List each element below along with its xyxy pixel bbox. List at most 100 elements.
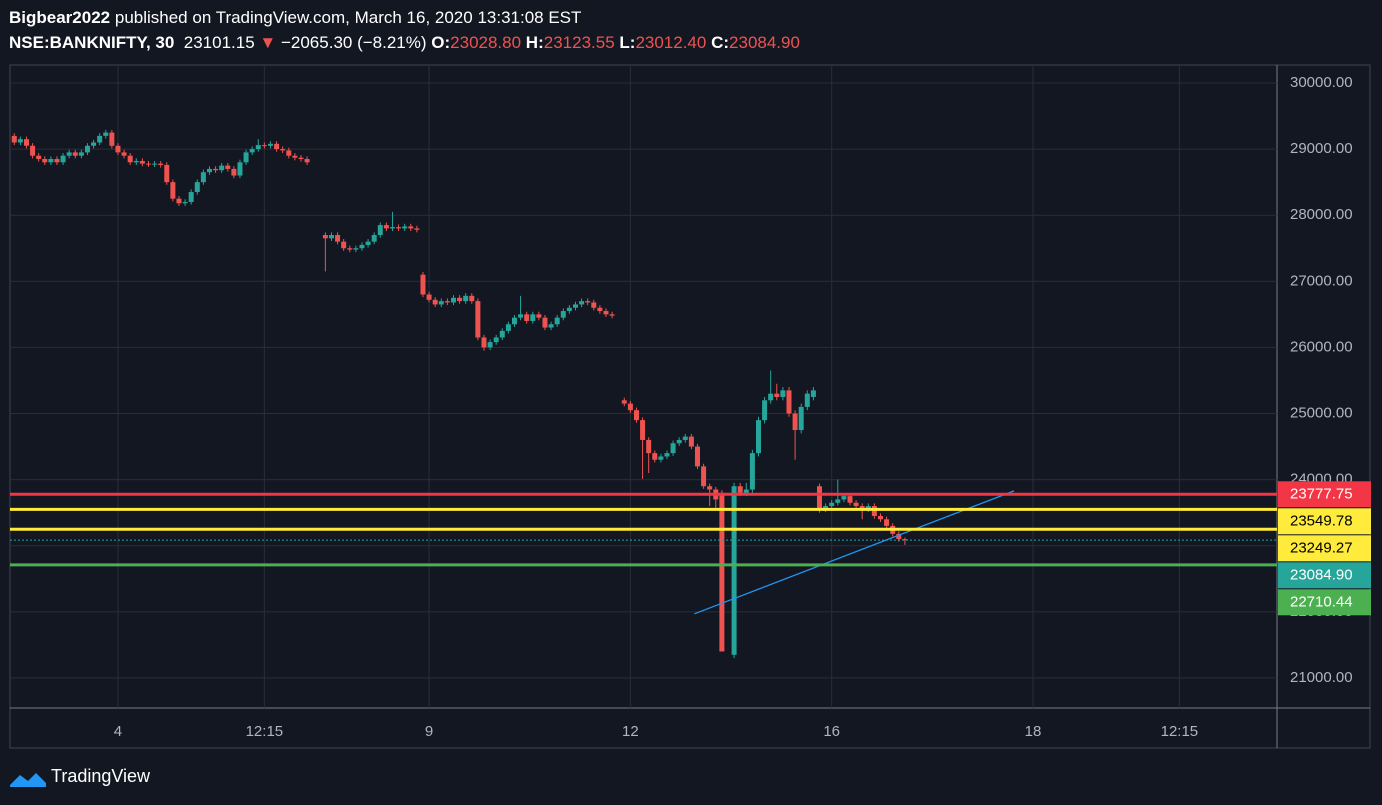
candle-body [481, 337, 487, 348]
candle-body [170, 182, 176, 199]
change: −2065.30 (−8.21%) [280, 33, 427, 52]
published: published on TradingView.com, March 16, … [114, 8, 582, 27]
candle-body [591, 302, 597, 308]
candle-body [652, 453, 658, 460]
candle-body [322, 235, 328, 239]
candle-body [707, 486, 713, 490]
candle-body [463, 295, 469, 302]
candle-body [554, 317, 560, 325]
candle-body [97, 135, 103, 143]
h-label: H: [525, 33, 544, 52]
price-badge-label: 23549.78 [1290, 512, 1353, 529]
candle-body [23, 139, 29, 146]
y-tick-label: 28000.00 [1290, 206, 1353, 223]
candle-body [804, 393, 810, 407]
price-badge-label: 23777.75 [1290, 485, 1353, 502]
candle-body [225, 165, 231, 169]
candle-body [682, 436, 688, 440]
price-badge [1278, 535, 1371, 562]
candle-body [579, 301, 585, 305]
candle-body [865, 506, 871, 510]
price-badge-label: 23084.90 [1290, 566, 1353, 583]
candle-body [139, 160, 145, 164]
candle-body [231, 168, 237, 176]
candle-body [377, 225, 383, 236]
candle-body [292, 155, 298, 158]
candle-body [145, 163, 151, 165]
candle-body [646, 439, 652, 454]
symbol: NSE:BANKNIFTY, 30 [9, 33, 175, 52]
candle-body [371, 235, 377, 242]
candle-body [420, 274, 426, 295]
candle-body [353, 248, 359, 250]
price-badge [1278, 589, 1371, 616]
candle-body [206, 168, 212, 173]
candle-body [121, 152, 127, 156]
candle-body [487, 342, 493, 348]
price-badge [1278, 508, 1371, 535]
candle-body [127, 155, 133, 163]
candle-body [103, 132, 109, 136]
candle-body [389, 227, 395, 229]
x-tick-label: 16 [823, 723, 840, 740]
candle-body [158, 163, 164, 165]
candle-body [664, 453, 670, 457]
candle-body [213, 168, 219, 171]
candle-body [194, 182, 200, 193]
candle-body [237, 162, 243, 176]
candle-body [243, 152, 249, 163]
candle-body [133, 160, 139, 163]
candle-body [469, 295, 475, 302]
candle-body [298, 157, 304, 160]
candle-body [829, 502, 835, 507]
candle-body [432, 299, 438, 305]
candle-body [182, 201, 188, 204]
candle-body [91, 142, 97, 146]
candle-body [670, 443, 676, 454]
l-label: L: [619, 33, 636, 52]
candle-body [176, 198, 182, 204]
candle-body [280, 149, 286, 151]
candle-body [274, 143, 280, 150]
candle-body [511, 317, 517, 325]
candle-body [78, 152, 84, 156]
arrow: ▼ [259, 33, 277, 52]
candle-body [902, 539, 908, 541]
candle-body [621, 400, 627, 404]
candle-body [755, 420, 761, 454]
candle-body [798, 406, 804, 431]
candle-body [762, 400, 768, 421]
publish-line: Bigbear2022 published on TradingView.com… [9, 8, 581, 28]
candle-body [853, 502, 859, 507]
x-tick-label: 12 [622, 723, 639, 740]
candle-body [633, 410, 639, 421]
price-badge [1278, 481, 1371, 508]
candle-body [304, 159, 310, 163]
candle-body [524, 314, 530, 321]
candle-body [505, 324, 511, 331]
candle-body [518, 314, 524, 318]
candle-body [792, 413, 798, 431]
candle-body [450, 297, 456, 303]
candle-body [542, 317, 548, 328]
candle-body [249, 149, 255, 153]
candle-body [536, 314, 542, 318]
candle-body [457, 297, 463, 302]
candle-body [603, 311, 609, 315]
candle-body [749, 453, 755, 490]
candle-body [84, 145, 90, 153]
candle-body [847, 496, 853, 503]
candle-body [402, 226, 408, 229]
candle-body [164, 164, 170, 183]
candle-body [731, 486, 737, 655]
close: 23084.90 [729, 33, 800, 52]
candle-body [627, 403, 633, 411]
candle-body [743, 489, 749, 493]
c-label: C: [711, 33, 730, 52]
price-badge-label: 22710.44 [1290, 593, 1353, 610]
price-badge-label: 23249.27 [1290, 539, 1353, 556]
candle-body [701, 466, 707, 487]
candle-body [896, 533, 902, 540]
candle-body [414, 228, 420, 230]
